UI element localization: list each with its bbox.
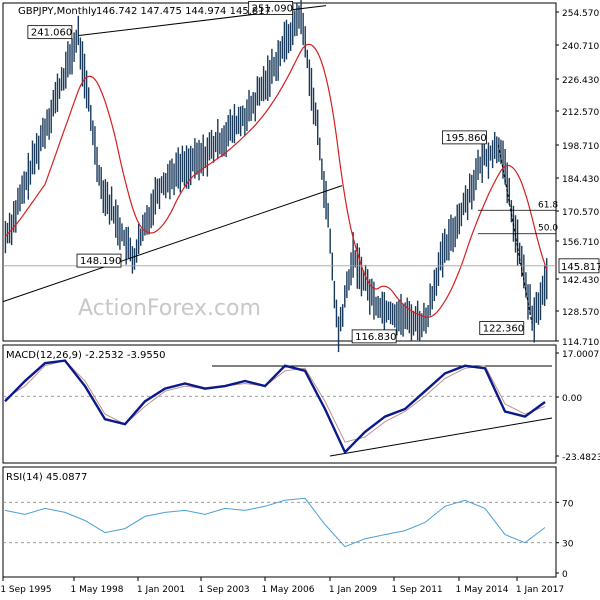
annotation-box <box>248 1 294 15</box>
fib-level-label: 50.0 <box>538 224 558 234</box>
rsi-panel <box>2 466 557 578</box>
x-tick-label: 1 May 2014 <box>456 585 509 595</box>
y-tick-label: 0 <box>562 570 568 580</box>
macd-lines <box>3 359 556 457</box>
chart-header-symbol: GBPJPY,Monthly <box>18 6 97 17</box>
y-tick-label: 156.710 <box>562 238 599 248</box>
y-tick-label: 17.0007 <box>562 350 599 360</box>
axis-labels: 254.570 240.710 226.430 212.570 198.710 184.4… <box>0 9 600 595</box>
y-tick-label: 198.710 <box>562 142 599 152</box>
macd-label: MACD(12,26,9) -2.2532 -3.9550 <box>6 350 166 361</box>
rsi-lines <box>3 497 556 548</box>
y-tick-label: -23.4823 <box>562 453 600 463</box>
rsi-line <box>4 497 546 548</box>
current-price-tag <box>558 258 600 274</box>
price-bars <box>4 0 548 353</box>
moving-average-line <box>4 43 548 318</box>
y-tick-label: 212.570 <box>562 108 599 118</box>
chart-header-ohlc: 146.742 147.475 144.974 145.817 <box>96 6 271 17</box>
x-tick-label: 1 Sep 1995 <box>0 585 51 595</box>
y-tick-label: 184.430 <box>562 175 599 185</box>
annotation-label: 122.360 <box>483 324 524 335</box>
annotation-box <box>479 321 525 335</box>
y-tick-label: 226.430 <box>562 76 599 86</box>
annotation-box <box>442 130 487 145</box>
x-tick-label: 1 Jan 2001 <box>137 585 185 595</box>
y-tick-label: 114.710 <box>562 338 599 348</box>
x-tick-label: 1 May 2006 <box>262 585 315 595</box>
y-tick-label: 142.430 <box>562 276 599 286</box>
x-tick-label: 1 Jan 2017 <box>516 585 564 595</box>
annotation-label: 251.090 <box>252 3 293 14</box>
macd-support-line <box>329 417 553 457</box>
annotation-label: 241.060 <box>31 28 72 39</box>
fib-level-label: 61.8 <box>538 200 558 210</box>
y-tick-label: 30 <box>562 540 574 550</box>
annotation-box <box>27 25 73 40</box>
current-price-label: 145.817 <box>561 262 600 273</box>
x-tick-label: 1 Jan 2009 <box>329 585 377 595</box>
annotation-box <box>351 329 397 344</box>
y-tick-label: 170.570 <box>562 208 599 218</box>
x-tick-label: 1 May 1998 <box>71 585 124 595</box>
macd-line <box>4 359 546 455</box>
y-tick-label: 254.570 <box>562 9 599 19</box>
y-tick-label: 70 <box>562 499 574 509</box>
y-tick-label: 240.710 <box>562 42 599 52</box>
annotation-label: 195.860 <box>445 133 486 144</box>
annotation-box <box>76 253 122 268</box>
macd-signal-line <box>4 360 546 443</box>
watermark: ActionForex.com <box>78 296 261 321</box>
x-tick-label: 1 Sep 2011 <box>391 585 442 595</box>
annotation-label: 148.190 <box>80 256 121 267</box>
macd-panel <box>2 344 557 464</box>
annotations: 61.8 50.0 241.060 251.090 148.190 116.830 195.… <box>2 1 600 344</box>
price-panel <box>2 2 557 342</box>
x-tick-label: 1 Sep 2003 <box>198 585 249 595</box>
annotation-label: 116.830 <box>355 332 396 343</box>
y-tick-label: 128.570 <box>562 308 599 318</box>
y-tick-label: 0.00 <box>562 394 582 404</box>
lower-trendline <box>2 185 343 303</box>
rsi-label: RSI(14) 45.0877 <box>6 472 87 483</box>
